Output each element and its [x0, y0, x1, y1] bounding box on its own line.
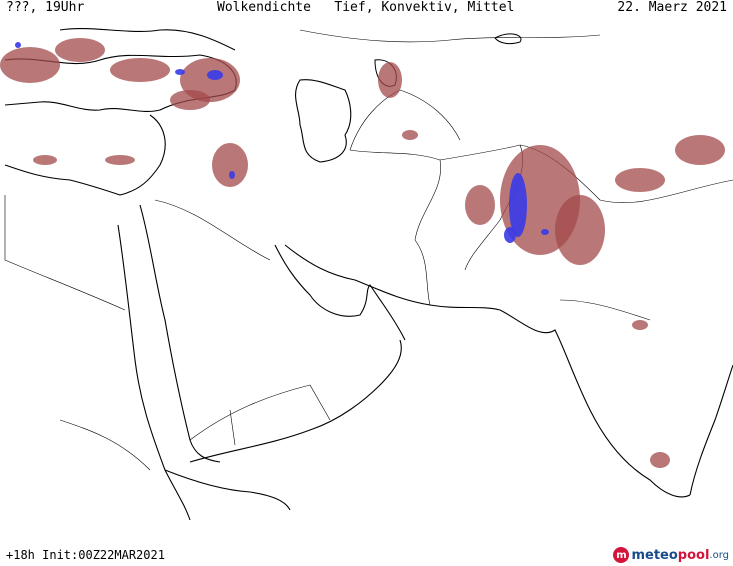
coastline-persian-gulf	[274, 244, 406, 341]
coastline-india-east	[689, 364, 733, 496]
logo-text-pool: pool	[677, 547, 710, 563]
weather-map	[0, 18, 733, 524]
time-label: ???, 19Uhr	[6, 0, 85, 15]
date-label: 22. Maerz 2021	[617, 0, 727, 15]
border-arabia	[154, 199, 331, 446]
lake-balkhash	[494, 33, 522, 45]
coastline-india-west	[499, 309, 691, 498]
coastline-black-sea	[59, 28, 236, 51]
meteopool-logo[interactable]: m meteo pool .org	[613, 547, 729, 563]
coastline-arabia-south	[189, 339, 402, 463]
logo-text-meteo: meteo	[631, 547, 678, 563]
logo-text-org: .org	[709, 549, 729, 561]
coastline-africa-horn	[164, 469, 291, 511]
coastline-iran-south	[284, 244, 501, 311]
run-info: +18h Init:00Z22MAR2021	[6, 548, 165, 562]
border-iran	[349, 149, 441, 306]
coastline-caspian	[295, 79, 352, 163]
map-title: Wolkendichte Tief, Konvektiv, Mittel	[217, 0, 515, 15]
border-africa	[4, 195, 151, 471]
coastline-red-sea-west	[117, 224, 191, 521]
logo-icon: m	[613, 547, 630, 563]
coastline-levant	[4, 114, 166, 196]
coastline-arabia-west	[139, 204, 221, 463]
cloud-convective-patches	[15, 42, 549, 243]
border-central-asia	[299, 29, 601, 151]
cloud-low-patches	[0, 38, 725, 468]
